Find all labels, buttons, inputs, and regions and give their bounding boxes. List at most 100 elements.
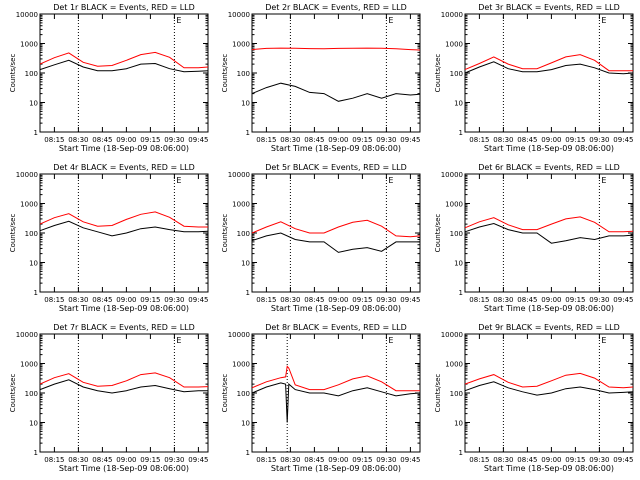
y-tick-label: 1 [34,449,38,457]
x-axis-label: Start Time (18-Sep-09 08:06:00) [271,144,401,153]
y-tick-label: 10 [454,260,463,268]
y-axis-label: Counts/sec [9,374,17,413]
x-tick-label: 09:30 [376,456,396,464]
plot-frame [251,333,421,453]
y-tick-label: 10000 [16,11,38,19]
y-axis-label: Counts/sec [434,214,442,253]
x-tick-label: 08:15 [469,136,489,144]
plot-frame [464,173,634,293]
series-line-lld [251,219,421,238]
y-tick-label: 10 [29,420,38,428]
x-tick-label: 08:15 [469,296,489,304]
x-tick-label: 08:45 [92,456,112,464]
x-axis-label: Start Time (18-Sep-09 08:06:00) [59,144,189,153]
x-tick-label: 09:30 [589,296,609,304]
x-tick-label: 09:30 [164,296,184,304]
plot-frame [39,13,209,133]
x-tick-label: 09:45 [188,456,208,464]
x-tick-label: 09:45 [400,296,420,304]
y-tick-label: 10 [29,260,38,268]
x-tick-label: 09:00 [328,136,348,144]
x-tick-label: 09:15 [352,136,372,144]
y-tick-label: 10000 [16,331,38,339]
x-tick-label: 09:45 [613,296,633,304]
y-tick-label: 10000 [441,331,463,339]
x-tick-label: 09:15 [352,296,372,304]
y-tick-label: 1000 [445,41,463,49]
y-tick-label: 100 [237,390,250,398]
marker-label: E [388,16,393,25]
panel-title: Det 5r BLACK = Events, RED = LLD [265,163,407,172]
series-line-events [464,222,634,244]
marker-label: E [601,176,606,185]
y-tick-label: 1 [34,129,38,137]
x-tick-label: 09:00 [328,456,348,464]
marker-label: E [388,176,393,185]
x-tick-label: 08:45 [517,296,537,304]
x-tick-label: 08:30 [280,296,300,304]
y-axis-label: Counts/sec [9,54,17,93]
y-tick-label: 10000 [441,11,463,19]
y-tick-label: 1 [459,289,463,297]
x-tick-label: 09:15 [140,136,160,144]
y-tick-label: 1000 [20,41,38,49]
x-tick-label: 09:00 [541,296,561,304]
y-tick-label: 10000 [16,171,38,179]
series-line-lld [464,54,633,72]
series-line-events [251,382,421,423]
x-tick-label: 08:45 [304,296,324,304]
panel-title: Det 4r BLACK = Events, RED = LLD [53,163,195,172]
x-tick-label: 08:45 [92,296,112,304]
y-tick-label: 100 [450,70,463,78]
panel-title: Det 2r BLACK = Events, RED = LLD [265,3,407,12]
y-tick-label: 1 [246,129,250,137]
y-tick-label: 100 [25,230,38,238]
y-tick-label: 1 [459,129,463,137]
panel-title: Det 6r BLACK = Events, RED = LLD [478,163,620,172]
x-tick-label: 08:15 [256,136,276,144]
x-axis-label: Start Time (18-Sep-09 08:06:00) [271,304,401,313]
x-tick-label: 09:30 [376,296,396,304]
x-tick-label: 08:30 [280,456,300,464]
y-tick-label: 10 [241,260,250,268]
x-tick-label: 08:15 [44,296,64,304]
x-tick-label: 09:00 [541,136,561,144]
y-tick-label: 10 [454,420,463,428]
marker-label: E [176,336,181,345]
x-tick-label: 09:00 [541,456,561,464]
x-tick-label: 08:15 [469,456,489,464]
x-axis-label: Start Time (18-Sep-09 08:06:00) [484,304,614,313]
x-tick-label: 09:45 [613,456,633,464]
plot-frame [39,333,209,453]
y-tick-label: 100 [450,230,463,238]
panel-det-7: Det 7r BLACK = Events, RED = LLD 1 10 100 10… [9,323,209,473]
x-tick-label: 09:30 [589,136,609,144]
x-tick-label: 09:15 [565,136,585,144]
y-tick-label: 1000 [445,361,463,369]
panel-det-8: Det 8r BLACK = Events, RED = LLD 1 10 100 10… [221,323,421,473]
y-tick-label: 1 [34,289,38,297]
y-tick-label: 100 [450,390,463,398]
panel-det-3: Det 3r BLACK = Events, RED = LLD 1 10 100 10… [434,3,634,153]
x-tick-label: 08:15 [44,456,64,464]
x-tick-label: 09:00 [116,296,136,304]
x-tick-label: 09:45 [400,136,420,144]
panel-det-2: Det 2r BLACK = Events, RED = LLD 1 10 100 10… [221,3,421,153]
x-tick-label: 08:45 [304,456,324,464]
x-tick-label: 09:30 [164,136,184,144]
x-tick-label: 09:15 [565,456,585,464]
y-tick-label: 10000 [441,171,463,179]
panel-det-6: Det 6r BLACK = Events, RED = LLD 1 10 100 10… [434,163,634,313]
y-axis-label: Counts/sec [434,54,442,93]
x-tick-label: 09:15 [565,296,585,304]
x-tick-label: 09:00 [328,296,348,304]
x-tick-label: 09:15 [352,456,372,464]
series-line-events [39,220,209,237]
x-tick-label: 09:45 [400,456,420,464]
panel-title: Det 7r BLACK = Events, RED = LLD [53,323,195,332]
marker-label: E [601,16,606,25]
plot-frame [251,173,421,293]
panel-det-5: Det 5r BLACK = Events, RED = LLD 1 10 100 10… [221,163,421,313]
y-tick-label: 1000 [445,201,463,209]
